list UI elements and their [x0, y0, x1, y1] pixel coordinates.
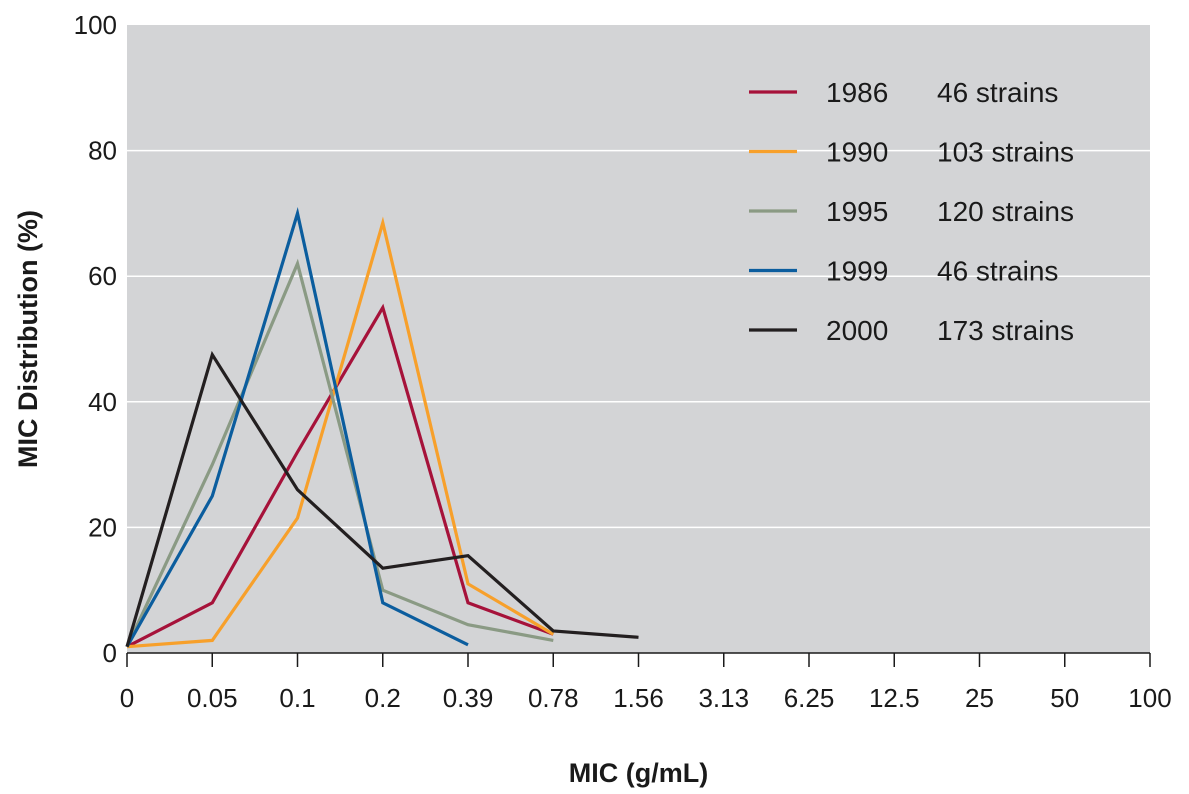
x-tick-label: 100	[1128, 683, 1171, 713]
y-tick-label: 0	[103, 638, 117, 668]
legend-year: 2000	[826, 315, 888, 346]
axes: 0 20 40 60 80 100 0 0.05 0.1 0.2 0.39 0.78 1.56 3.13 6…	[74, 10, 1172, 713]
x-tick-label: 12.5	[869, 683, 920, 713]
legend-year: 1999	[826, 256, 888, 287]
x-tick-label: 0.1	[279, 683, 315, 713]
legend-strains: 103 strains	[937, 137, 1074, 168]
legend-strains: 173 strains	[937, 315, 1074, 346]
y-tick-label: 20	[88, 512, 117, 542]
x-tick-label: 3.13	[698, 683, 749, 713]
y-tick-label: 60	[88, 261, 117, 291]
x-tick-label: 0.39	[443, 683, 494, 713]
x-tick-label: 0.2	[365, 683, 401, 713]
series-line-2000	[125, 350, 639, 648]
y-tick-label: 40	[88, 387, 117, 417]
x-tick-label: 50	[1050, 683, 1079, 713]
legend-strains: 46 strains	[937, 256, 1058, 287]
y-axis-title: MIC Distribution (%)	[13, 210, 43, 468]
x-tick-label: 0.78	[528, 683, 579, 713]
legend: 1986 46 strains 1990 103 strains 1995 120 str…	[749, 77, 1074, 346]
plot-area	[127, 25, 1150, 653]
x-tick-label: 6.25	[784, 683, 835, 713]
data-series	[125, 207, 639, 649]
y-tick-label: 100	[74, 10, 117, 40]
x-tick-label: 0	[120, 683, 134, 713]
series-line-1999	[125, 207, 469, 648]
x-tick-label: 25	[965, 683, 994, 713]
series-line-1995	[125, 258, 554, 648]
legend-strains: 120 strains	[937, 196, 1074, 227]
gridlines	[127, 149, 1150, 529]
legend-strains: 46 strains	[937, 77, 1058, 108]
x-axis-title: MIC (g/mL)	[569, 758, 708, 788]
legend-year: 1990	[826, 137, 888, 168]
series-line-1986	[126, 303, 554, 649]
x-tick-label: 0.05	[187, 683, 238, 713]
legend-year: 1986	[826, 77, 888, 108]
x-tick-label: 1.56	[613, 683, 664, 713]
y-tick-label: 80	[88, 136, 117, 166]
series-line-1990	[126, 216, 555, 649]
legend-year: 1995	[826, 196, 888, 227]
